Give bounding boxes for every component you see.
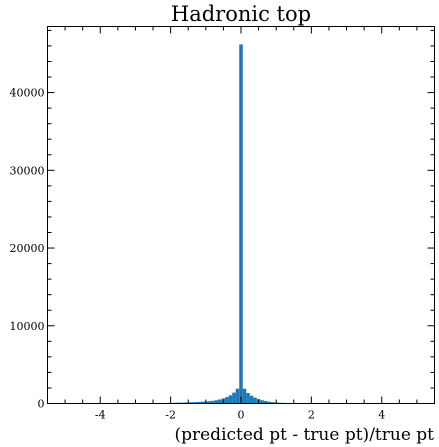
histogram-bar-28 [232,392,236,404]
y-tick-label: 20000 [10,242,45,255]
histogram-bar-30 [239,44,243,404]
y-axis: 0 10000 20000 30000 40000 [10,29,435,411]
x-tick-label: 4 [378,409,385,422]
x-tick-label: 2 [308,409,315,422]
histogram-bar-22 [211,400,215,404]
histogram-bar-17 [193,402,198,404]
histogram-bars [133,44,314,404]
x-tick-label: -4 [95,409,106,422]
y-tick-label: 40000 [10,87,45,100]
histogram-bar-21 [207,401,212,404]
histogram-bar-39 [270,402,275,404]
histogram-bar-31 [242,388,247,404]
y-tick-label: 0 [38,398,45,411]
x-axis-label: (predicted pt - true pt)/true pt [174,425,434,445]
histogram-bar-32 [246,393,250,404]
histogram-bar-38 [267,401,271,404]
histogram-bar-23 [214,400,219,404]
y-tick-label: 10000 [10,320,45,333]
x-tick-label: 0 [238,409,245,422]
histogram-bar-27 [228,395,233,404]
x-tick-label: -2 [165,409,176,422]
plot-frame [47,26,435,404]
histogram-bar-34 [253,397,257,404]
histogram-bar-19 [200,401,205,404]
histogram-bar-37 [263,401,268,404]
histogram-bar-33 [249,395,254,404]
y-tick-label: 30000 [10,164,45,177]
x-axis: -4 -2 0 2 4 [64,26,418,422]
histogram-bar-24 [218,399,222,404]
histogram-bar-36 [260,400,264,404]
histogram-bar-18 [197,401,201,404]
histogram-bar-26 [225,397,229,404]
histogram-bar-29 [235,388,240,404]
histogram-bar-16 [189,402,194,404]
chart-title: Hadronic top [171,2,311,26]
